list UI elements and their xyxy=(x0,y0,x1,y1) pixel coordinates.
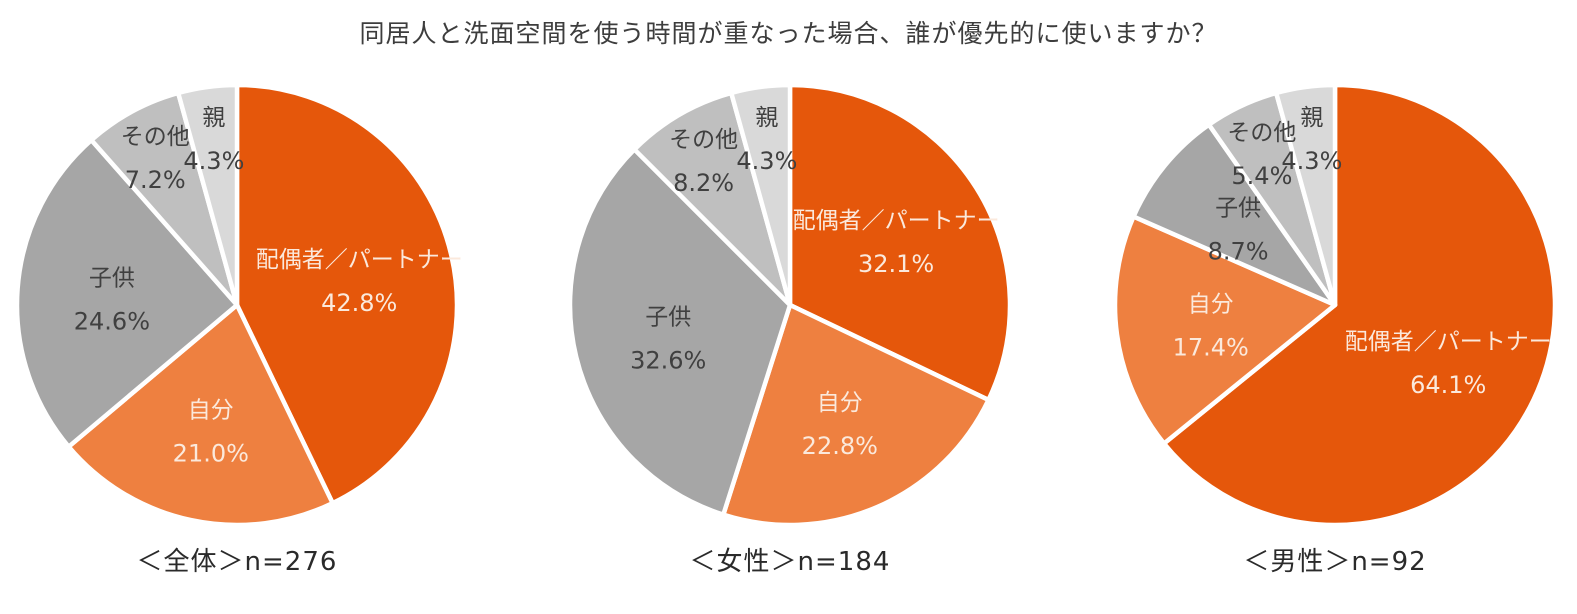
pie-overall-caption: ＜全体＞n=276 xyxy=(136,547,338,577)
pie-slice-1 xyxy=(1112,214,1338,446)
pie-slice-1 xyxy=(66,302,335,528)
page-title: 同居人と洗面空間を使う時間が重なった場合、誰が優先的に使いますか？ xyxy=(359,19,1218,48)
pie-slice-0 xyxy=(787,82,1013,403)
pie-slice-4 xyxy=(1273,82,1338,308)
pie-slice-4 xyxy=(729,82,793,308)
pie-female-caption: ＜女性＞n=184 xyxy=(689,547,891,577)
pie-chart-female: 配偶者／パートナー 32.1% 自分 22.8% 子供 32.6% その他 8.2% 親 4.3%… xyxy=(555,75,1025,578)
pie-slice-2 xyxy=(567,147,793,517)
pie-slice-3 xyxy=(632,90,793,308)
pie-slice-0 xyxy=(1161,82,1558,528)
pie-chart-male: 配偶者／パートナー 64.1% 自分 17.4% 子供 8.7% その他 5.4% 親 4.3% … xyxy=(1100,75,1570,578)
pie-male-caption: ＜男性＞n=92 xyxy=(1243,547,1427,577)
pie-slice-2 xyxy=(1131,122,1338,308)
pie-slice-4 xyxy=(175,82,240,308)
pie-slice-0 xyxy=(234,82,460,506)
pie-slice-2 xyxy=(14,137,240,449)
pie-chart-overall: 配偶者／パートナー 42.8% 自分 21.0% 子供 24.6% その他 7.2% 親 4.3%… xyxy=(2,75,472,578)
pie-slice-1 xyxy=(721,302,991,528)
